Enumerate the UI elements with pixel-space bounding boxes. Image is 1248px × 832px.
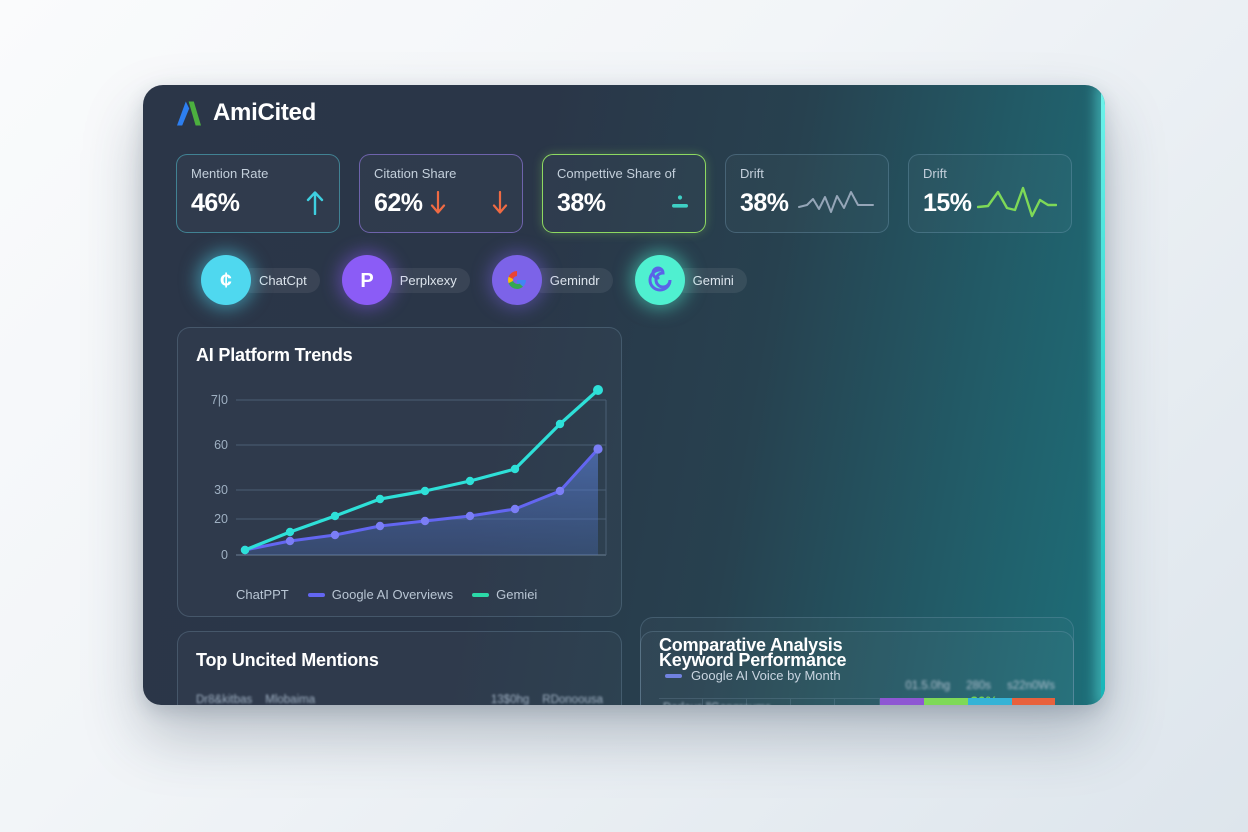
- legend-label: Google AI Voice by Month: [691, 668, 841, 683]
- platform-chip-google[interactable]: Gemindr: [491, 255, 613, 305]
- svg-text:P: P: [360, 270, 373, 292]
- kpi-card-citation-share[interactable]: Citation Share 62%: [359, 154, 523, 233]
- kpi-value: 38%: [557, 188, 606, 217]
- kpi-label: Drift: [923, 166, 947, 181]
- legend-label: Google AI Overviews: [331, 587, 454, 602]
- table-cell: [747, 698, 792, 705]
- panel-top-uncited-mentions: Top Uncited Mentions Dr8&kitbas Mlobaima…: [177, 631, 622, 705]
- legend-label: ChatPPT: [236, 587, 289, 602]
- kpi-card-mention-rate[interactable]: Mention Rate 46%: [176, 154, 340, 233]
- svg-text:30: 30: [214, 483, 228, 497]
- chart-legend: ChatPPT Google AI Overviews Gemiei: [236, 587, 537, 602]
- table-cell-highlight: [1011, 698, 1055, 705]
- kpi-label: Citation Share: [374, 166, 457, 181]
- panel-keyword-performance: Keyword Performance 01.5.0hg 280s s22n0W…: [640, 631, 1074, 705]
- platform-chip-chatgpt[interactable]: ¢ ChatCpt: [201, 255, 320, 305]
- amicited-logo-icon: [177, 101, 201, 125]
- kpi-value: 15%: [923, 188, 972, 217]
- table-header-row: 01.5.0hg 280s s22n0Ws: [905, 680, 1055, 692]
- table-cell-highlight: [967, 698, 1012, 705]
- row-left-cells: Dr8&kitbas Mlobaima: [196, 694, 315, 705]
- table-cell: 13$0hg: [490, 694, 530, 705]
- kpi-label: Mention Rate: [191, 166, 269, 181]
- kpi-label: Compettive Share of: [557, 166, 676, 181]
- google-avatar-icon: [491, 255, 542, 305]
- platform-chip-label: Gemini: [672, 267, 747, 293]
- svg-text:7|0: 7|0: [211, 393, 228, 407]
- row-right-cells: 13$0hg RDonoousa: [491, 694, 603, 705]
- svg-text:0: 0: [221, 548, 228, 562]
- kpi-value: 38%: [740, 188, 789, 217]
- column-header: 280s: [966, 680, 992, 692]
- app-brand: AmiCited: [176, 99, 316, 127]
- brand-name: AmiCited: [213, 99, 316, 126]
- panel-ai-platform-trends: AI Platform Trends 7|0 60: [177, 327, 622, 617]
- chart-legend-top[interactable]: Google AI Voice by Month: [665, 668, 841, 683]
- line-chart: 7|0 60 30 20 0: [211, 385, 607, 562]
- arrow-down-secondary-icon: [492, 190, 508, 220]
- kpi-value: 62%: [374, 188, 423, 217]
- perplexity-avatar-icon: P: [341, 255, 392, 305]
- svg-text:¢: ¢: [220, 269, 232, 292]
- legend-swatch-icon: [472, 592, 490, 597]
- legend-item-chatppt[interactable]: ChatPPT: [236, 587, 289, 602]
- kpi-value: 46%: [191, 188, 240, 217]
- sparkline-icon: [798, 188, 874, 218]
- flat-minus-icon: [669, 193, 691, 220]
- legend-label: Gemiei: [496, 587, 538, 602]
- legend-swatch-icon: [307, 592, 325, 597]
- kpi-row: Mention Rate 46% Citation Share 62%: [176, 154, 1072, 233]
- table-cell-highlight: [923, 698, 968, 705]
- platform-chip-label: ChatCpt: [239, 267, 320, 293]
- panel-title: AI Platform Trends: [196, 345, 353, 365]
- table-row[interactable]: Dr8&kitbas Mlobaima 13$0hg RDonoousa: [196, 694, 603, 705]
- panel-title: Keyword Performance: [659, 650, 847, 670]
- table-grid: [659, 698, 1055, 705]
- kpi-label: Drift: [740, 166, 764, 181]
- gemini-avatar-icon: [634, 255, 685, 305]
- svg-text:20: 20: [214, 512, 228, 526]
- table-cell: [703, 698, 748, 705]
- platform-chip-gemini[interactable]: Gemini: [634, 255, 747, 305]
- kpi-card-competitive-share[interactable]: Compettive Share of 38%: [542, 154, 706, 233]
- table-cell: Dr8&kitbas: [196, 694, 253, 705]
- table-cell: [791, 698, 836, 705]
- table-cell: RDonoousa: [542, 694, 603, 705]
- arrow-up-icon: [305, 189, 325, 220]
- arrow-down-icon: [430, 191, 446, 215]
- table-cell: [835, 698, 880, 705]
- panel-title: Top Uncited Mentions: [196, 650, 379, 670]
- column-header: 01.5.0hg: [905, 680, 951, 692]
- dashboard-window: AmiCited Mention Rate 46% Citation Share…: [143, 85, 1105, 705]
- kpi-card-drift-2[interactable]: Drift 15%: [908, 154, 1072, 233]
- y-axis-tick-labels: 7|0 60 30 20 0: [211, 393, 228, 562]
- table-row-label: Darlaus llGangroums: [663, 702, 771, 705]
- table-cell-highlight: [879, 698, 924, 705]
- series-area-fill: [245, 449, 598, 555]
- series-points-gemiei: [240, 385, 603, 555]
- platform-chip-label: Gemindr: [529, 267, 613, 293]
- legend-item-google-ai-overviews[interactable]: Google AI Overviews: [307, 587, 454, 602]
- chatgpt-avatar-icon: ¢: [201, 255, 251, 305]
- platform-chip-label: Perplxexy: [379, 267, 470, 293]
- column-header: s22n0Ws: [1007, 680, 1055, 692]
- table-cell: [659, 698, 704, 705]
- platform-chips-row: ¢ ChatCpt P Perplxexy Gemi: [201, 255, 747, 305]
- table-cell: Mlobaima: [265, 694, 316, 705]
- panel-title: Comparative Analysis: [659, 635, 843, 655]
- sparkline-icon: [977, 186, 1057, 220]
- kpi-card-drift-1[interactable]: Drift 38%: [725, 154, 889, 233]
- svg-text:60: 60: [214, 438, 228, 452]
- legend-item-gemiei[interactable]: Gemiei: [472, 587, 537, 602]
- legend-swatch-icon: [665, 673, 682, 678]
- platform-chip-perplexity[interactable]: P Perplxexy: [341, 255, 470, 305]
